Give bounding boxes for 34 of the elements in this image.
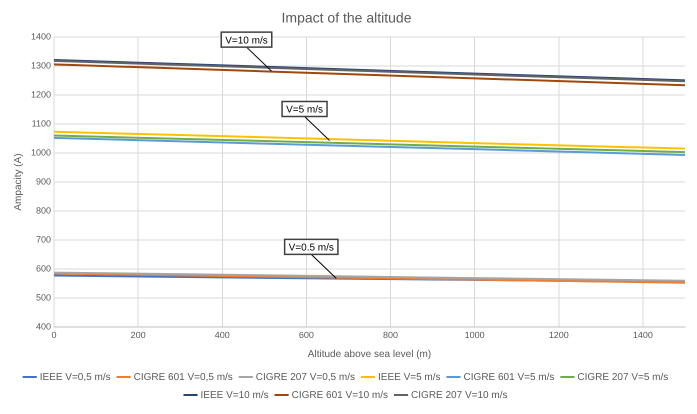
- annotation: V=5 m/s: [286, 104, 324, 116]
- legend-label: CIGRE 207 V=5 m/s: [577, 372, 668, 383]
- x-tick-label: 1200: [548, 330, 569, 340]
- y-tick-label: 1100: [32, 118, 52, 128]
- x-tick-label: 600: [298, 330, 314, 340]
- legend-label: CIGRE 601 V=0,5 m/s: [134, 372, 233, 383]
- x-tick-label: 1000: [464, 330, 485, 340]
- legend-label: IEEE V=5 m/s: [378, 372, 441, 383]
- legend-label: CIGRE 207 V=0,5 m/s: [256, 372, 356, 383]
- annotation: V=10 m/s: [225, 35, 268, 46]
- y-axis-title: Ampacity (A): [12, 153, 24, 211]
- legend-label: CIGRE 207 V=10 m/s: [411, 390, 508, 401]
- y-tick-label: 1400: [30, 31, 52, 42]
- x-tick-label: 800: [383, 330, 398, 340]
- y-tick-label: 1300: [30, 60, 52, 70]
- x-tick-label: 200: [130, 330, 146, 340]
- legend-label: CIGRE 601 V=10 m/s: [292, 390, 388, 401]
- annotation: V=0.5 m/s: [288, 242, 334, 254]
- chart-title: Impact of the altitude: [282, 9, 412, 26]
- legend-label: CIGRE 601 V=5 m/s: [464, 372, 554, 383]
- x-tick-label: 400: [214, 330, 230, 340]
- y-tick-label: 500: [36, 292, 52, 303]
- x-axis-title: Altitude above sea level (m): [308, 348, 432, 360]
- legend-label: IEEE V=10 m/s: [200, 390, 269, 401]
- y-tick-label: 600: [36, 264, 52, 274]
- legend-label: IEEE V=0,5 m/s: [40, 372, 111, 383]
- y-tick-label: 900: [36, 176, 52, 186]
- y-tick-label: 700: [36, 234, 52, 245]
- x-tick-label: 1400: [632, 330, 653, 340]
- y-tick-label: 800: [36, 206, 52, 216]
- y-tick-label: 400: [36, 322, 52, 332]
- x-tick-label: 0: [52, 330, 57, 340]
- y-tick-label: 1200: [30, 89, 52, 100]
- y-tick-label: 1000: [30, 147, 52, 158]
